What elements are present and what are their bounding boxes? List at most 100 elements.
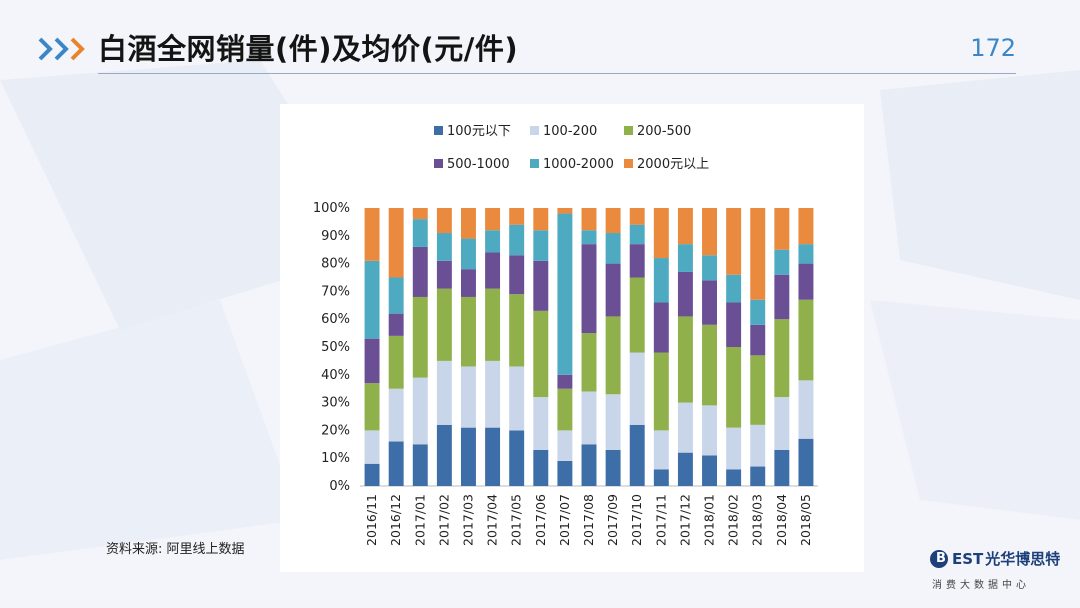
bar-segment xyxy=(605,208,621,234)
bar-segment xyxy=(436,208,452,234)
bar-segment xyxy=(629,424,645,486)
y-tick-label: 70% xyxy=(321,284,350,299)
x-tick-label: 2017/04 xyxy=(485,494,500,546)
bar-segment xyxy=(750,299,766,325)
bar-segment xyxy=(509,294,525,367)
bar-segment xyxy=(557,430,573,461)
bar-segment xyxy=(581,230,597,245)
legend-label: 100-200 xyxy=(543,124,597,139)
bar-segment xyxy=(364,383,380,431)
x-tick-label: 2018/04 xyxy=(774,494,789,546)
bar-segment xyxy=(485,208,501,231)
bar-segment xyxy=(798,380,814,439)
y-tick-label: 80% xyxy=(321,257,350,272)
bar-segment xyxy=(533,260,549,311)
legend-label: 500-1000 xyxy=(447,157,510,172)
bar-segment xyxy=(726,427,742,470)
bar-segment xyxy=(485,288,501,361)
y-tick-label: 60% xyxy=(321,312,350,327)
x-tick-label: 2017/03 xyxy=(460,494,475,546)
bar-segment xyxy=(557,374,573,389)
bar-segment xyxy=(774,208,790,250)
logo-brand: B EST 光华博思特 xyxy=(930,548,1060,569)
bar-segment xyxy=(557,460,573,486)
bar-segment xyxy=(605,233,621,264)
bar-segment xyxy=(653,302,669,353)
bar-segment xyxy=(436,260,452,289)
bar-segment xyxy=(485,252,501,289)
legend-label: 1000-2000 xyxy=(543,157,614,172)
bar-segment xyxy=(461,269,476,297)
bar-segment xyxy=(364,430,380,464)
bar-segment xyxy=(557,213,573,375)
bar-segment xyxy=(364,463,380,486)
bar-segment xyxy=(581,444,597,486)
bar-segment xyxy=(581,208,597,231)
bar-segment xyxy=(436,233,452,261)
slide-header: 白酒全网销量(件)及均价(元/件) 172 xyxy=(0,0,1080,80)
bar-segment xyxy=(485,427,501,486)
bar-segment xyxy=(533,397,549,450)
bar-segment xyxy=(798,263,814,300)
bar-segment xyxy=(750,466,766,486)
logo-brand-name: 光华博思特 xyxy=(985,550,1061,568)
bar-segment xyxy=(774,249,790,275)
x-tick-label: 2017/02 xyxy=(436,494,451,546)
chart-panel: 0% 10% 20% 30% 40% 50% 60% 70% 80% 90% 100% 2016/11… xyxy=(280,104,864,572)
bar-segment xyxy=(702,255,717,281)
y-tick-label: 50% xyxy=(321,340,350,355)
bar-segment xyxy=(605,449,621,486)
bar-segment xyxy=(750,324,766,356)
page-title: 白酒全网销量(件)及均价(元/件) xyxy=(98,32,519,66)
bar-segment xyxy=(798,299,814,381)
bar-segment xyxy=(677,452,693,486)
bar-segment xyxy=(605,394,621,450)
bar-segment xyxy=(533,208,549,231)
bar-segment xyxy=(509,208,525,225)
legend-swatch xyxy=(624,159,633,168)
x-tick-label: 2017/05 xyxy=(509,494,524,546)
y-tick-label: 30% xyxy=(321,396,350,411)
bar-segment xyxy=(629,208,645,225)
bar-segment xyxy=(581,391,597,445)
bar-segment xyxy=(653,430,669,470)
x-tick-label: 2018/02 xyxy=(726,494,741,546)
x-tick-label: 2017/09 xyxy=(605,494,620,546)
bar-segment xyxy=(557,388,573,431)
stacked-bar-chart: 0% 10% 20% 30% 40% 50% 60% 70% 80% 90% 100% 2016/11… xyxy=(313,124,818,546)
page-number: 172 xyxy=(970,34,1016,62)
x-tick-label: 2018/01 xyxy=(702,494,717,546)
bar-segment xyxy=(581,333,597,392)
bar-segment xyxy=(364,338,380,384)
bar-segment xyxy=(436,424,452,486)
bar-segment xyxy=(629,277,645,353)
bar-segment xyxy=(485,230,501,253)
bar-segment xyxy=(364,260,380,339)
bar-segment xyxy=(388,208,404,278)
bar-segment xyxy=(798,244,814,264)
bar-segment xyxy=(653,469,669,486)
bar-segment xyxy=(702,280,717,325)
bar-segment xyxy=(461,296,476,367)
y-tick-label: 100% xyxy=(313,201,350,216)
bar-segment xyxy=(461,427,476,486)
bar-segment xyxy=(485,360,501,428)
bar-segment xyxy=(677,208,693,245)
chevron-right-icon xyxy=(38,37,85,61)
bar-segment xyxy=(436,288,452,361)
bar-segment xyxy=(677,244,693,272)
bar-segment xyxy=(774,274,790,320)
bar-segment xyxy=(677,316,693,403)
y-tick-label: 0% xyxy=(329,479,350,494)
bar-segment xyxy=(509,366,525,431)
bar-segment xyxy=(557,208,573,214)
logo-brand-letters: EST xyxy=(952,549,984,568)
bar-segment xyxy=(388,388,404,442)
x-tick-label: 2017/07 xyxy=(557,494,572,546)
bar-segment xyxy=(702,405,717,456)
company-logo: B EST 光华博思特 消费大数据中心 xyxy=(930,548,1060,596)
bar-segment xyxy=(774,319,790,398)
legend-swatch xyxy=(530,126,539,135)
logo-tagline: 消费大数据中心 xyxy=(932,580,1030,591)
legend-label: 100元以下 xyxy=(447,124,511,139)
